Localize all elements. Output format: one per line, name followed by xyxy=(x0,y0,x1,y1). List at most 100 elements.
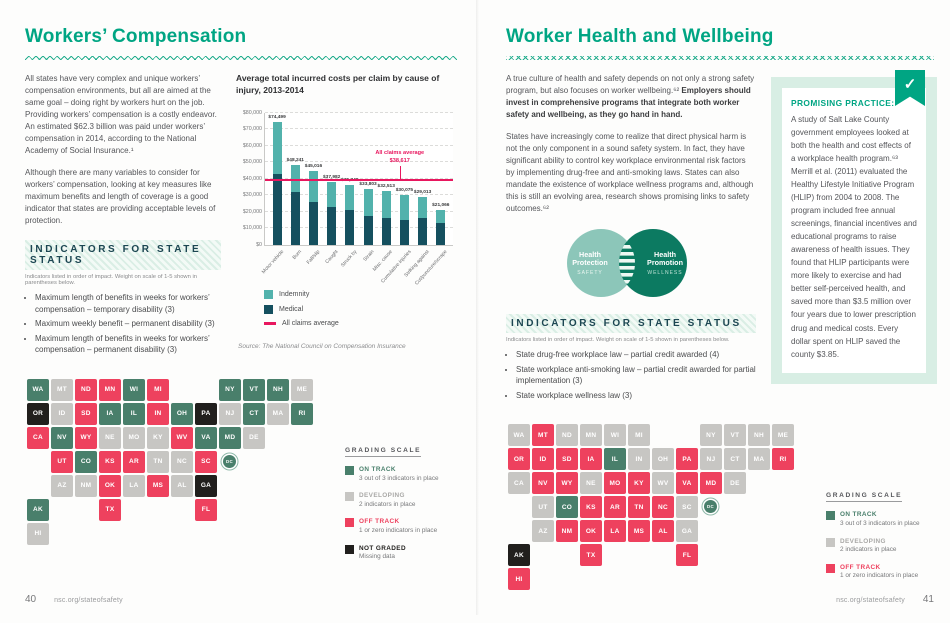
state-tile-wy: WY xyxy=(75,426,97,449)
bars-group: $74,499 Motor vehicle $48,241 Burn $45,016 Fa… xyxy=(261,113,453,286)
state-tile-nj: NJ xyxy=(700,448,722,471)
state-tile-mn: MN xyxy=(99,378,121,401)
state-status-map-section: WA OR CA NV ID UT AZ MT WY CO NM ND SD NE KS OK TX MN IA MO… xyxy=(25,373,457,578)
state-tile-or: OR xyxy=(508,448,530,471)
state-tile-mt: MT xyxy=(532,424,554,447)
gridline xyxy=(265,144,453,146)
legend-label: Medical xyxy=(279,305,304,313)
status-description: 2 indicators in place xyxy=(359,500,416,508)
bar-strain: $33,803 Strain xyxy=(359,182,376,262)
state-tile-az: AZ xyxy=(532,520,554,543)
state-tile-sd: SD xyxy=(75,402,97,425)
state-tile-az: AZ xyxy=(51,474,73,497)
state-tile-hi: HI xyxy=(508,568,530,591)
x-axis-tick-label: Motor vehicle xyxy=(260,248,286,275)
right-footer: nsc.org/stateofsafety 41 xyxy=(836,594,934,605)
venn-right-subtitle: WELLNESS xyxy=(647,270,682,276)
legend-item: All claims average xyxy=(264,320,457,327)
state-tile-wy: WY xyxy=(556,472,578,495)
state-tile-md: MD xyxy=(219,426,241,449)
y-axis-tick-label: $0 xyxy=(256,241,262,248)
state-tile-md: MD xyxy=(700,472,722,495)
state-tile-vt: VT xyxy=(243,378,265,401)
state-tile-in: IN xyxy=(147,402,169,425)
footer-url-link[interactable]: nsc.org/stateofsafety xyxy=(836,597,905,604)
state-tile-dc: DC xyxy=(704,500,717,514)
average-label-connector xyxy=(399,166,401,182)
gridline xyxy=(265,111,453,113)
page-workers-compensation: Workers’ Compensation All states have ve… xyxy=(25,26,457,578)
state-tile-ms: MS xyxy=(628,520,650,543)
state-tile-wa: WA xyxy=(27,378,49,401)
chart-legend: Indemnity Medical All claims average xyxy=(264,289,457,327)
x-axis-tick-label: Caught xyxy=(324,248,340,265)
footer-url-link[interactable]: nsc.org/stateofsafety xyxy=(54,597,123,604)
grading-scale-items: ON TRACK 3 out of 3 indicators in place DE… xyxy=(826,510,934,581)
status-label: ON TRACK xyxy=(840,511,877,519)
indicator-item: State workplace anti-smoking law – parti… xyxy=(516,364,756,387)
indicators-note: Indicators listed in order of impact. We… xyxy=(25,274,197,286)
intro-paragraph-1: All states have very complex and unique … xyxy=(25,74,217,155)
state-tile-nd: ND xyxy=(75,378,97,401)
state-tile-wi: WI xyxy=(604,424,626,447)
status-color-swatch xyxy=(826,537,835,547)
bar-motor-vehicle: $74,499 Motor vehicle xyxy=(261,115,286,275)
state-tile-pa: PA xyxy=(195,402,217,425)
state-tile-ct: CT xyxy=(724,448,746,471)
venn-left-subtitle: SAFETY xyxy=(577,270,602,276)
state-tile-ma: MA xyxy=(748,448,770,471)
indicators-heading: INDICATORS FOR STATE STATUS xyxy=(25,240,221,270)
state-tile-sd: SD xyxy=(556,448,578,471)
state-tile-ca: CA xyxy=(27,426,49,449)
medical-segment xyxy=(345,210,355,245)
page-title: Worker Health and Wellbeing xyxy=(506,26,774,47)
venn-right-title-line2: Promotion xyxy=(647,258,683,267)
status-label: NOT GRADED xyxy=(359,544,406,552)
state-tile-de: DE xyxy=(243,426,265,449)
indicator-item: State drug-free workplace law – partial … xyxy=(516,349,756,361)
medical-segment xyxy=(381,217,391,245)
indicator-item: Maximum length of benefits in weeks for … xyxy=(35,333,221,356)
status-description: 1 or zero indicators in place xyxy=(359,527,438,535)
page-number: 41 xyxy=(922,594,934,605)
status-label: ON TRACK xyxy=(359,465,396,473)
bar-total-label: $45,016 xyxy=(304,163,323,169)
indicator-item: State workplace wellness law (3) xyxy=(516,390,756,402)
grading-scale-item: ON TRACK 3 out of 3 indicators in place xyxy=(345,465,453,483)
state-tile-nm: NM xyxy=(75,474,97,497)
state-tile-tn: TN xyxy=(628,496,650,519)
bar-total-label: $33,803 xyxy=(359,182,377,188)
grading-scale-legend: GRADING SCALE ON TRACK 3 out of 3 indicat… xyxy=(345,439,453,570)
page-worker-health-wellbeing: Worker Health and Wellbeing A true cultu… xyxy=(506,26,937,623)
state-tile-ok: OK xyxy=(99,474,121,497)
state-tile-mi: MI xyxy=(628,424,650,447)
indemnity-segment xyxy=(290,165,300,192)
indemnity-segment xyxy=(363,189,373,216)
state-tile-ok: OK xyxy=(580,520,602,543)
state-tile-ny: NY xyxy=(700,424,722,447)
medical-segment xyxy=(399,220,409,245)
state-tile-de: DE xyxy=(724,472,746,495)
state-tile-ar: AR xyxy=(123,450,145,473)
state-tile-va: VA xyxy=(676,472,698,495)
intro-paragraph-1: A true culture of health and safety depe… xyxy=(506,73,756,121)
state-tile-ct: CT xyxy=(243,402,265,425)
x-axis-tick-label: Burn xyxy=(291,248,304,261)
status-description: 1 or zero indicators in place xyxy=(840,572,919,580)
state-tile-ne: NE xyxy=(580,472,602,495)
state-tile-ks: KS xyxy=(99,450,121,473)
indicator-item: Maximum length of benefits in weeks for … xyxy=(35,292,221,315)
bar-total-label: $48,241 xyxy=(286,158,304,164)
state-tile-mo: MO xyxy=(604,472,626,495)
title-squiggle-rule xyxy=(25,56,457,60)
average-line-swatch xyxy=(264,321,276,325)
indemnity-segment xyxy=(399,195,409,221)
state-tile-dc: DC xyxy=(223,454,236,468)
state-tile-in: IN xyxy=(628,448,650,471)
stacked-bar-chart: $0 $10,000 $20,000 $30,000 $40,000 $50,000 $60… xyxy=(243,110,453,286)
chart-column: Average total incurred costs per claim b… xyxy=(236,73,457,350)
grading-scale-item: OFF TRACK 1 or zero indicators in place xyxy=(826,563,934,581)
state-tile-ia: IA xyxy=(580,448,602,471)
medical-segment xyxy=(327,206,337,245)
bar-fall-slip: $45,016 Fall/slip xyxy=(305,164,322,266)
